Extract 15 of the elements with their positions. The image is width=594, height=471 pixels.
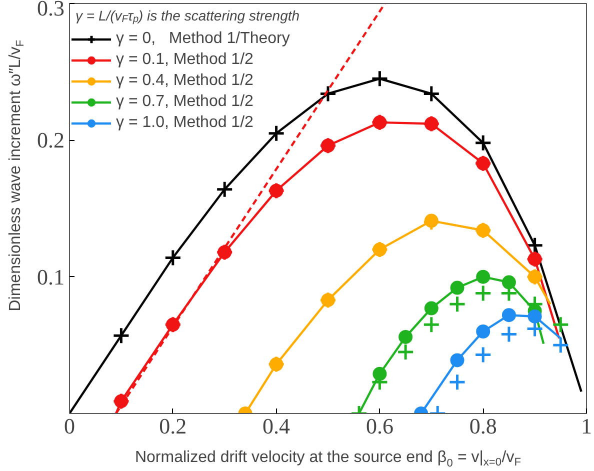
- x-tick-label: 1: [581, 414, 592, 438]
- x-tick-label: 0.6: [366, 414, 394, 438]
- legend-label: γ = 1.0, Method 1/2: [116, 114, 254, 132]
- legend-label: γ = 0.4, Method 1/2: [116, 72, 254, 90]
- y-tick-label: 0.2: [37, 128, 64, 153]
- legend-label: γ = 0.7, Method 1/2: [116, 93, 254, 111]
- x-tick-label: 0.4: [262, 414, 290, 438]
- y-axis-title: Dimensionless wave increment ω″L/vF: [7, 40, 26, 312]
- y-tick-label: 0.1: [37, 264, 64, 290]
- x-tick-label: 0.2: [159, 414, 187, 438]
- legend-label: γ = 0, Method 1/Theory: [116, 30, 290, 48]
- legend-label: γ = 0.1, Method 1/2: [116, 51, 254, 69]
- x-tick-label: 0.8: [469, 414, 497, 438]
- y-tick-label: 0.3: [37, 0, 64, 20]
- x-tick-label: 0: [64, 414, 75, 438]
